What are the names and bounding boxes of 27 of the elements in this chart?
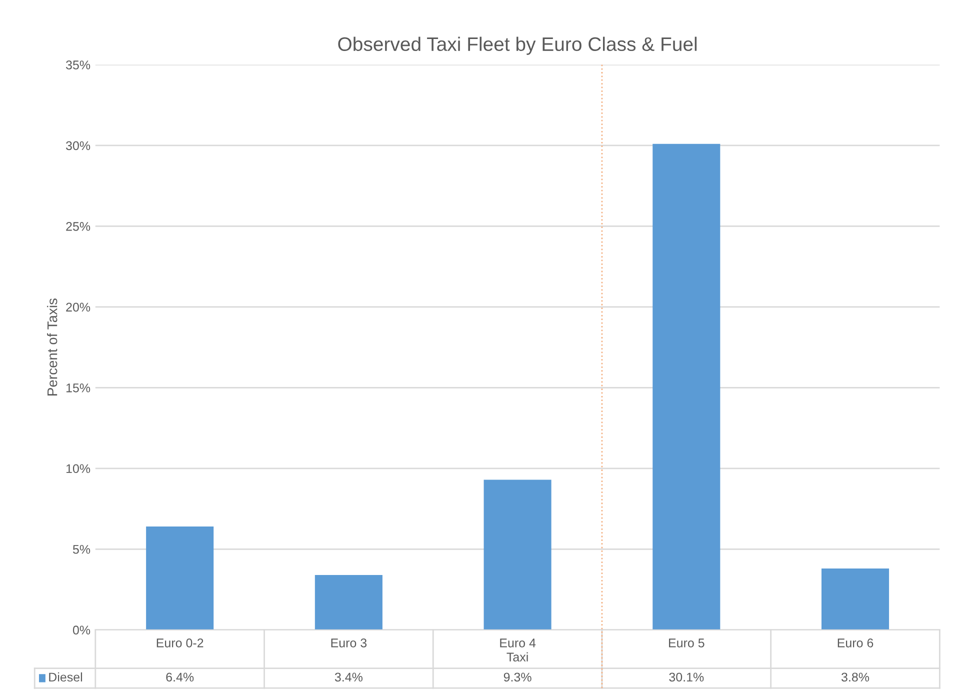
y-tick-label: 5% [72, 545, 90, 554]
legend-label: Diesel [49, 672, 82, 682]
data-label: 9.3% [504, 672, 532, 682]
bar [652, 144, 720, 630]
y-tick-label: 15% [66, 384, 90, 392]
data-label: 6.4% [166, 672, 194, 682]
x-tick-label: Euro 5 [669, 638, 704, 648]
x-tick-label: Euro 4 [500, 638, 536, 648]
y-tick-label: 0% [72, 626, 90, 635]
y-tick-label: 20% [66, 302, 90, 312]
bar [821, 568, 890, 630]
data-label: 3.8% [841, 672, 870, 682]
x-tick-label: Euro 0-2 [156, 638, 204, 648]
x-tick-label: Euro 3 [331, 638, 367, 648]
y-axis-title: Percent of Taxis [47, 298, 58, 396]
bar [484, 480, 552, 630]
y-tick-label: 10% [66, 464, 90, 474]
bar [146, 526, 214, 630]
data-label: 30.1% [669, 672, 704, 682]
x-axis-title: Taxi [506, 652, 528, 662]
x-tick-label: Euro 6 [838, 638, 874, 648]
y-tick-label: 30% [66, 141, 90, 150]
y-tick-label: 35% [66, 60, 90, 70]
y-tick-label: 25% [66, 222, 90, 231]
chart-title: Observed Taxi Fleet by Euro Class & Fuel [338, 36, 697, 55]
data-label: 3.4% [334, 672, 362, 682]
bar [314, 574, 382, 630]
